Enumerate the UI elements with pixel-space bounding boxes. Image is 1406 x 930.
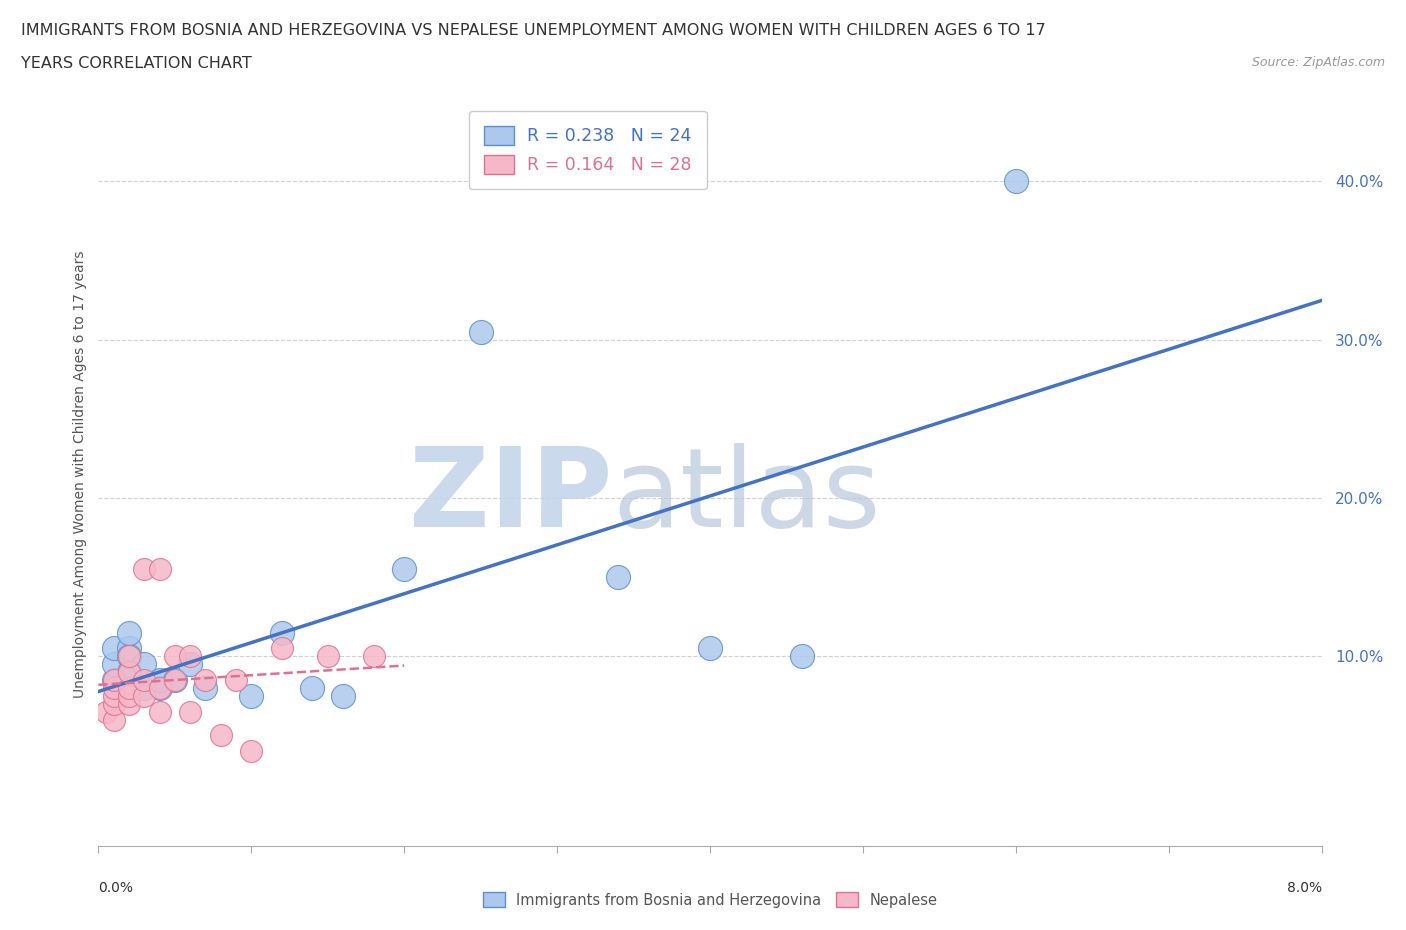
Point (363, 649, 385, 664)
Y-axis label: Unemployment Among Women with Children Ages 6 to 17 years: Unemployment Among Women with Children A… (73, 250, 87, 698)
Text: IMMIGRANTS FROM BOSNIA AND HERZEGOVINA VS NEPALESE UNEMPLOYMENT AMONG WOMEN WITH: IMMIGRANTS FROM BOSNIA AND HERZEGOVINA V… (21, 23, 1046, 38)
Point (392, 562, 416, 577)
Point (118, 641, 141, 656)
Text: atlas: atlas (612, 443, 880, 551)
Point (103, 657, 125, 671)
Point (225, 672, 247, 687)
Point (103, 672, 125, 687)
Point (103, 712, 125, 727)
Point (149, 681, 172, 696)
Text: 0.0%: 0.0% (98, 881, 134, 896)
Point (118, 665, 141, 680)
Text: YEARS CORRELATION CHART: YEARS CORRELATION CHART (21, 56, 252, 71)
Point (163, 649, 186, 664)
Legend: Immigrants from Bosnia and Herzegovina, Nepalese: Immigrants from Bosnia and Herzegovina, … (477, 886, 943, 913)
Point (118, 625, 141, 640)
Point (149, 704, 172, 719)
Point (316, 649, 339, 664)
Text: 8.0%: 8.0% (1286, 881, 1322, 896)
Point (240, 744, 263, 759)
Point (240, 688, 263, 703)
Point (470, 325, 492, 339)
Point (118, 697, 141, 711)
Point (699, 641, 721, 656)
Point (194, 681, 217, 696)
Point (194, 672, 217, 687)
Point (1004, 174, 1026, 189)
Point (103, 697, 125, 711)
Point (118, 681, 141, 696)
Text: Source: ZipAtlas.com: Source: ZipAtlas.com (1251, 56, 1385, 69)
Point (301, 681, 323, 696)
Point (332, 688, 354, 703)
Point (118, 688, 141, 703)
Point (94, 704, 117, 719)
Point (149, 681, 172, 696)
Point (179, 704, 201, 719)
Point (134, 562, 156, 577)
Point (163, 672, 186, 687)
Point (149, 672, 172, 687)
Point (118, 649, 141, 664)
Point (118, 665, 141, 680)
Point (103, 681, 125, 696)
Point (270, 641, 294, 656)
Point (607, 570, 630, 585)
Point (179, 657, 201, 671)
Point (103, 672, 125, 687)
Point (103, 688, 125, 703)
Point (209, 728, 232, 743)
Point (163, 672, 186, 687)
Point (790, 649, 813, 664)
Point (134, 681, 156, 696)
Point (270, 625, 294, 640)
Point (179, 649, 201, 664)
Point (134, 657, 156, 671)
Text: ZIP: ZIP (409, 443, 612, 551)
Point (118, 649, 141, 664)
Point (134, 688, 156, 703)
Point (103, 641, 125, 656)
Point (134, 672, 156, 687)
Point (149, 562, 172, 577)
